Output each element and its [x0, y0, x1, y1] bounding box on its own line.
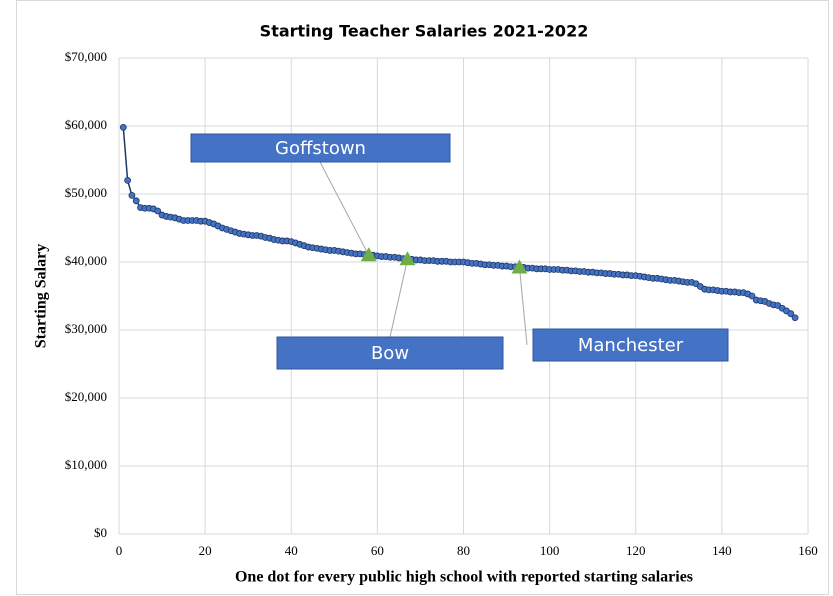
y-axis-label: Starting Salary [33, 244, 50, 348]
data-point [132, 197, 140, 205]
data-point [128, 191, 136, 199]
y-tick-label: $20,000 [65, 389, 107, 404]
y-tick-label: $0 [94, 525, 107, 540]
annotation-marker [360, 247, 377, 262]
y-tick-label: $70,000 [65, 49, 107, 64]
x-tick-label: 60 [371, 543, 384, 558]
annotation-label: Manchester [578, 335, 684, 356]
leader-line [389, 259, 409, 338]
data-point [154, 207, 162, 215]
chart-title: Starting Teacher Salaries 2021-2022 [260, 22, 589, 41]
data-point [124, 176, 132, 184]
annotation-marker [399, 251, 416, 266]
data-point [787, 310, 795, 318]
annotation-label: Goffstown [275, 138, 366, 159]
x-tick-label: 100 [540, 543, 560, 558]
x-axis-label: One dot for every public high school wit… [235, 569, 693, 586]
y-tick-label: $40,000 [65, 253, 107, 268]
data-point [791, 314, 799, 322]
x-tick-label: 40 [285, 543, 298, 558]
y-tick-label: $10,000 [65, 457, 107, 472]
x-tick-label: 120 [626, 543, 646, 558]
y-tick-label: $60,000 [65, 117, 107, 132]
y-tick-label: $50,000 [65, 185, 107, 200]
annotation-marker [511, 259, 528, 274]
x-tick-label: 160 [798, 543, 818, 558]
chart-border [16, 0, 829, 595]
y-tick-label: $30,000 [65, 321, 107, 336]
data-point [119, 123, 127, 131]
annotation-box [276, 336, 504, 370]
x-tick-label: 80 [457, 543, 470, 558]
x-tick-label: 20 [199, 543, 212, 558]
leader-line [518, 267, 528, 346]
x-tick-label: 140 [712, 543, 732, 558]
annotation-box [532, 328, 729, 362]
leader-line [319, 161, 370, 256]
annotation-label: Bow [371, 343, 409, 364]
x-tick-label: 0 [116, 543, 123, 558]
annotation-box [190, 133, 451, 163]
data-point [748, 292, 756, 300]
